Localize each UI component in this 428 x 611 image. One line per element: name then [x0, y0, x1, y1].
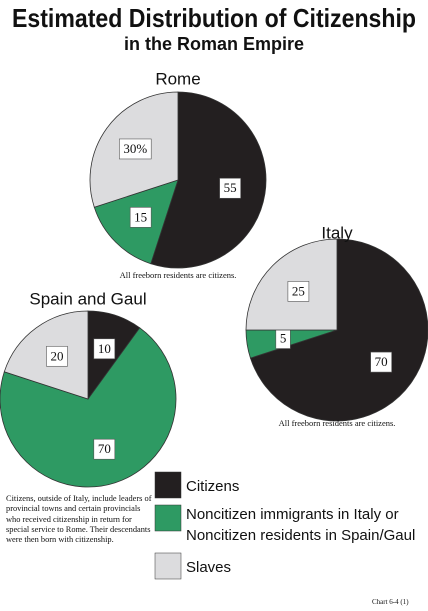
label-box [219, 177, 241, 199]
data-label: 70 [98, 441, 111, 456]
data-label: 25 [292, 283, 305, 298]
legend-label: Noncitizen immigrants in Italy or Noncit… [186, 506, 416, 544]
legend-swatch [154, 552, 182, 580]
pie-title: Spain and Gaul [29, 289, 146, 308]
label-box [370, 351, 392, 373]
data-label: 15 [134, 209, 147, 224]
footnote: Citizens, outside of Italy, include lead… [6, 494, 152, 545]
pie-note: All freeborn residents are citizens. [120, 270, 237, 280]
data-label: 10 [98, 341, 111, 356]
chart-subtitle: in the Roman Empire [124, 34, 304, 54]
pie-note: All freeborn residents are citizens. [279, 418, 396, 428]
pie-title: Rome [155, 69, 200, 88]
pie-title: Italy [321, 223, 353, 242]
chart-id: Chart 6-4 (1) [372, 598, 409, 606]
legend-swatch [154, 471, 182, 499]
label-box [93, 338, 116, 360]
label-box [119, 138, 152, 160]
legend-label: Citizens [186, 478, 240, 495]
data-label: 55 [224, 180, 237, 195]
label-box [93, 438, 116, 460]
data-label: 70 [375, 354, 388, 369]
data-label: 5 [280, 331, 287, 346]
pie-slice [249, 238, 428, 422]
label-box [129, 207, 152, 228]
label-box [46, 345, 68, 367]
legend-label: Slaves [186, 559, 232, 576]
label-box [287, 281, 310, 302]
legend-swatch [154, 504, 182, 532]
pie-slice [3, 310, 89, 400]
data-label: 20 [50, 348, 63, 363]
chart-title: Estimated Distribution of Citizenship [12, 3, 416, 33]
pie-slice [150, 91, 267, 269]
pie-slice [0, 327, 177, 488]
data-label: 30% [123, 141, 147, 156]
